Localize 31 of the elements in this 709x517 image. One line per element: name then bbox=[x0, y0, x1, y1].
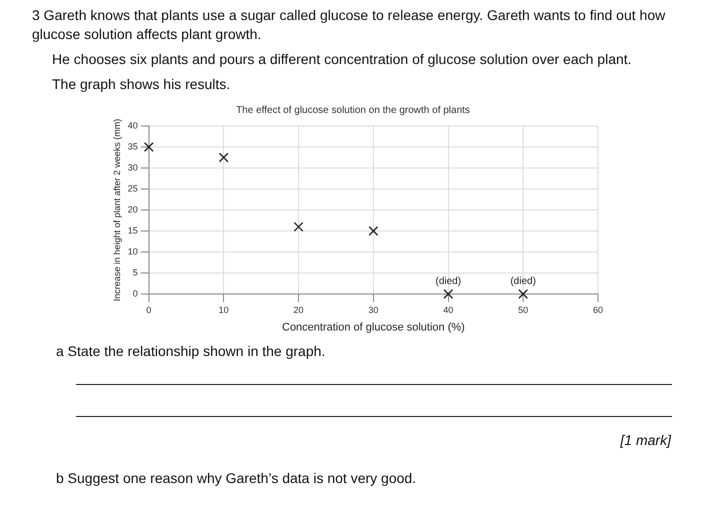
annotation: (died) bbox=[510, 276, 536, 287]
x-tick-label: 10 bbox=[218, 304, 229, 315]
text: a State the relationship shown in the graph. bbox=[56, 343, 326, 359]
point bbox=[443, 289, 454, 299]
point bbox=[518, 289, 528, 299]
point bbox=[144, 142, 154, 152]
y-tick-label: 20 bbox=[128, 204, 138, 214]
y-tick-label: 15 bbox=[128, 225, 138, 236]
x-tick-label: 50 bbox=[518, 304, 528, 315]
y-tick-label: 40 bbox=[128, 120, 138, 130]
x-tick-label: 20 bbox=[294, 304, 304, 315]
text: [1 mark] bbox=[620, 432, 671, 448]
y-axis-title: Increase in height of plant after 2 weeks (mm) bbox=[112, 118, 122, 302]
point bbox=[368, 226, 378, 236]
point bbox=[294, 222, 304, 232]
x-axis-title: Concentration of glucose solution (%) bbox=[282, 321, 465, 334]
text: b Suggest one reason why Gareth’s data is not very good. bbox=[56, 470, 416, 486]
x-tick-label: 60 bbox=[592, 304, 604, 315]
x-tick-label: 40 bbox=[443, 304, 454, 315]
y-tick-label: 10 bbox=[128, 246, 138, 256]
point bbox=[218, 152, 229, 162]
annotation: (died) bbox=[435, 276, 462, 287]
x-tick-label: 30 bbox=[368, 304, 378, 315]
y-tick-label: 25 bbox=[128, 183, 138, 194]
chart-title: The effect of glucose solution on the growth of plants bbox=[236, 104, 470, 116]
y-tick-label: 30 bbox=[128, 162, 138, 172]
y-tick-label: 35 bbox=[128, 141, 138, 152]
y-tick-label: 0 bbox=[132, 288, 138, 298]
chart-subtitle: 3 Gareth knows that plants use a sugar called glucose to release energy. Gareth wants to find out how glucose solution affects plant growth. He chooses six plants and pours a different concentration of glucose solution over each plant. The graph shows his results. bbox=[32, 6, 666, 94]
x-tick-label: 0 bbox=[146, 304, 152, 315]
y-tick-label: 5 bbox=[132, 267, 138, 278]
